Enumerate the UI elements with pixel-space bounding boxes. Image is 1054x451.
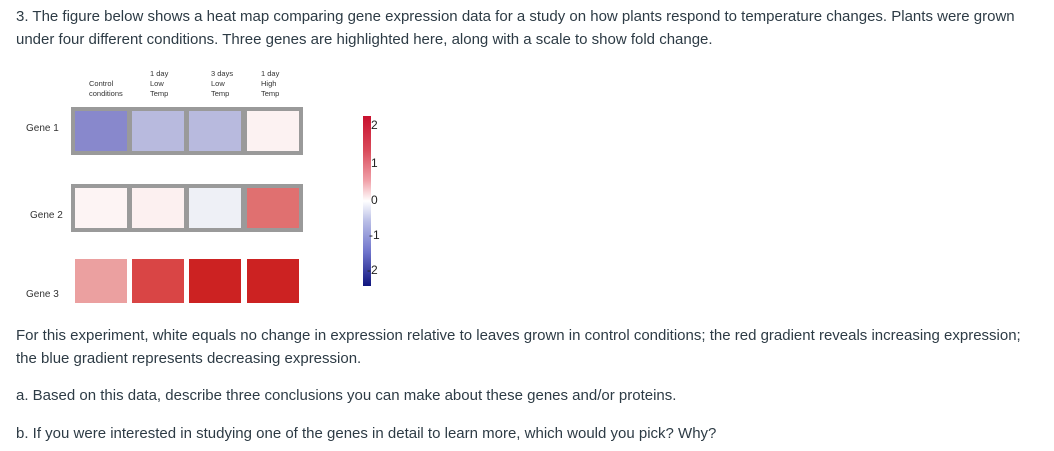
column-header-control: Control conditions xyxy=(89,79,123,98)
row-label-gene-1: Gene 1 xyxy=(26,123,59,134)
column-header-1day-low: 1 day Low Temp xyxy=(150,69,169,98)
heatmap-cell xyxy=(247,188,299,228)
row-label-gene-3: Gene 3 xyxy=(26,289,59,300)
heatmap-cell xyxy=(247,111,299,151)
fold-change-scale-bar xyxy=(363,116,371,286)
heatmap-cell xyxy=(189,259,241,303)
column-header-1day-high: 1 day High Temp xyxy=(261,69,280,98)
heatmap-cell xyxy=(189,111,241,151)
column-header-3days-low: 3 days Low Temp xyxy=(211,69,234,98)
scale-label: -1 xyxy=(369,228,380,242)
heatmap-cell xyxy=(247,259,299,303)
heatmap-cell xyxy=(75,188,127,228)
scale-label: 2 xyxy=(371,118,378,132)
heatmap-row-gene-2 xyxy=(71,184,303,232)
scale-label: 1 xyxy=(371,156,378,170)
scale-label: -2 xyxy=(367,263,378,277)
heatmap-row-gene-1 xyxy=(71,107,303,155)
row-label-gene-2: Gene 2 xyxy=(30,210,63,221)
heatmap-cell xyxy=(75,259,127,303)
heatmap-cell xyxy=(132,111,184,151)
heatmap-cell xyxy=(75,111,127,151)
figure-explanation: For this experiment, white equals no cha… xyxy=(16,327,1021,367)
heatmap-cell xyxy=(132,188,184,228)
heatmap-cell xyxy=(132,259,184,303)
question-part-b: b. If you were interested in studying on… xyxy=(16,425,717,442)
heatmap-row-gene-3 xyxy=(71,257,303,305)
question-intro: 3. The figure below shows a heat map com… xyxy=(16,8,1015,48)
question-part-a: a. Based on this data, describe three co… xyxy=(16,387,677,404)
scale-label: 0 xyxy=(371,193,378,207)
heatmap-cell xyxy=(189,188,241,228)
